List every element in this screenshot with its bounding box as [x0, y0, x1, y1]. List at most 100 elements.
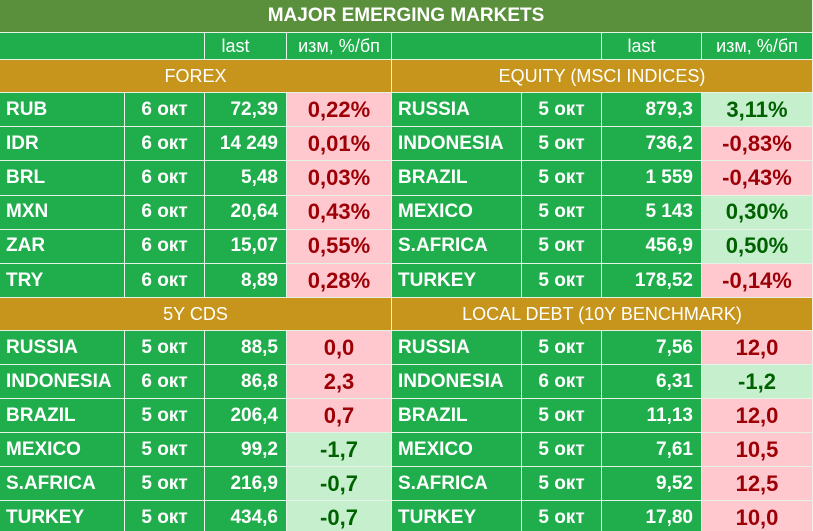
row-change: 3,11%	[702, 93, 813, 128]
row-last: 9,52	[602, 467, 702, 501]
row-change: 0,55%	[287, 229, 392, 264]
row-date: 6 окт	[125, 161, 205, 196]
row-date: 6 окт	[125, 229, 205, 264]
row-date: 6 окт	[125, 127, 205, 162]
row-change: 12,0	[702, 331, 813, 365]
row-last: 456,9	[602, 229, 702, 264]
row-name: MEXICO	[392, 433, 522, 467]
row-name: IDR	[0, 127, 125, 162]
row-date: 6 окт	[125, 264, 205, 299]
row-last: 5 143	[602, 195, 702, 230]
row-change: 0,50%	[702, 229, 813, 264]
row-change: -0,7	[287, 467, 392, 501]
row-date: 5 окт	[522, 161, 602, 196]
row-last: 99,2	[205, 433, 287, 467]
row-date: 5 окт	[522, 264, 602, 299]
row-name: TURKEY	[392, 264, 522, 299]
row-change: 12,5	[702, 467, 813, 501]
row-last: 6,31	[602, 365, 702, 399]
row-date: 5 окт	[522, 399, 602, 433]
row-change: -1,7	[287, 433, 392, 467]
row-date: 6 окт	[125, 195, 205, 230]
row-name: RUB	[0, 93, 125, 128]
row-last: 72,39	[205, 93, 287, 128]
row-last: 736,2	[602, 127, 702, 162]
section-title: LOCAL DEBT (10Y BENCHMARK)	[392, 298, 813, 331]
row-name: S.AFRICA	[0, 467, 125, 501]
row-name: INDONESIA	[0, 365, 125, 399]
row-change: -0,14%	[702, 264, 813, 299]
row-name: TURKEY	[0, 501, 125, 531]
row-last: 206,4	[205, 399, 287, 433]
row-change: 0,43%	[287, 195, 392, 230]
row-date: 5 окт	[522, 127, 602, 162]
header-last: last	[205, 33, 287, 60]
row-last: 879,3	[602, 93, 702, 128]
row-name: ZAR	[0, 229, 125, 264]
row-last: 216,9	[205, 467, 287, 501]
section-title: 5Y CDS	[0, 298, 392, 331]
row-date: 5 окт	[125, 433, 205, 467]
row-last: 86,8	[205, 365, 287, 399]
row-last: 14 249	[205, 127, 287, 162]
row-last: 17,80	[602, 501, 702, 531]
row-name: INDONESIA	[392, 127, 522, 162]
row-name: S.AFRICA	[392, 467, 522, 501]
row-last: 7,61	[602, 433, 702, 467]
section-title: EQUITY (MSCI INDICES)	[392, 60, 813, 93]
row-change: 0,7	[287, 399, 392, 433]
row-change: -0,43%	[702, 161, 813, 196]
row-last: 20,64	[205, 195, 287, 230]
row-name: MEXICO	[392, 195, 522, 230]
row-name: INDONESIA	[392, 365, 522, 399]
header-blank	[392, 33, 602, 60]
row-change: 0,03%	[287, 161, 392, 196]
row-name: RUSSIA	[392, 331, 522, 365]
row-date: 5 окт	[522, 229, 602, 264]
row-name: BRAZIL	[392, 399, 522, 433]
row-change: 0,28%	[287, 264, 392, 299]
row-last: 434,6	[205, 501, 287, 531]
row-date: 5 окт	[522, 501, 602, 531]
row-date: 5 окт	[125, 399, 205, 433]
row-change: 0,22%	[287, 93, 392, 128]
row-change: 0,01%	[287, 127, 392, 162]
row-date: 5 окт	[522, 331, 602, 365]
row-change: 0,30%	[702, 195, 813, 230]
row-date: 5 окт	[522, 467, 602, 501]
row-change: 12,0	[702, 399, 813, 433]
row-change: 2,3	[287, 365, 392, 399]
row-date: 5 окт	[522, 195, 602, 230]
row-last: 1 559	[602, 161, 702, 196]
row-date: 5 окт	[125, 331, 205, 365]
row-name: S.AFRICA	[392, 229, 522, 264]
row-last: 8,89	[205, 264, 287, 299]
header-blank	[0, 33, 205, 60]
row-name: BRAZIL	[392, 161, 522, 196]
row-date: 6 окт	[125, 365, 205, 399]
row-date: 5 окт	[522, 93, 602, 128]
row-name: TRY	[0, 264, 125, 299]
row-name: MXN	[0, 195, 125, 230]
row-last: 11,13	[602, 399, 702, 433]
row-change: 0,0	[287, 331, 392, 365]
header-change: изм, %/бп	[702, 33, 813, 60]
row-name: RUSSIA	[392, 93, 522, 128]
row-change: -0,7	[287, 501, 392, 531]
row-change: -1,2	[702, 365, 813, 399]
row-name: RUSSIA	[0, 331, 125, 365]
row-name: BRAZIL	[0, 399, 125, 433]
row-change: -0,83%	[702, 127, 813, 162]
header-change: изм, %/бп	[287, 33, 392, 60]
row-date: 5 окт	[125, 467, 205, 501]
row-name: TURKEY	[392, 501, 522, 531]
row-last: 88,5	[205, 331, 287, 365]
row-date: 5 окт	[125, 501, 205, 531]
row-change: 10,5	[702, 433, 813, 467]
row-change: 10,0	[702, 501, 813, 531]
row-name: MEXICO	[0, 433, 125, 467]
header-last: last	[602, 33, 702, 60]
section-title: FOREX	[0, 60, 392, 93]
row-date: 5 окт	[522, 433, 602, 467]
row-last: 178,52	[602, 264, 702, 299]
